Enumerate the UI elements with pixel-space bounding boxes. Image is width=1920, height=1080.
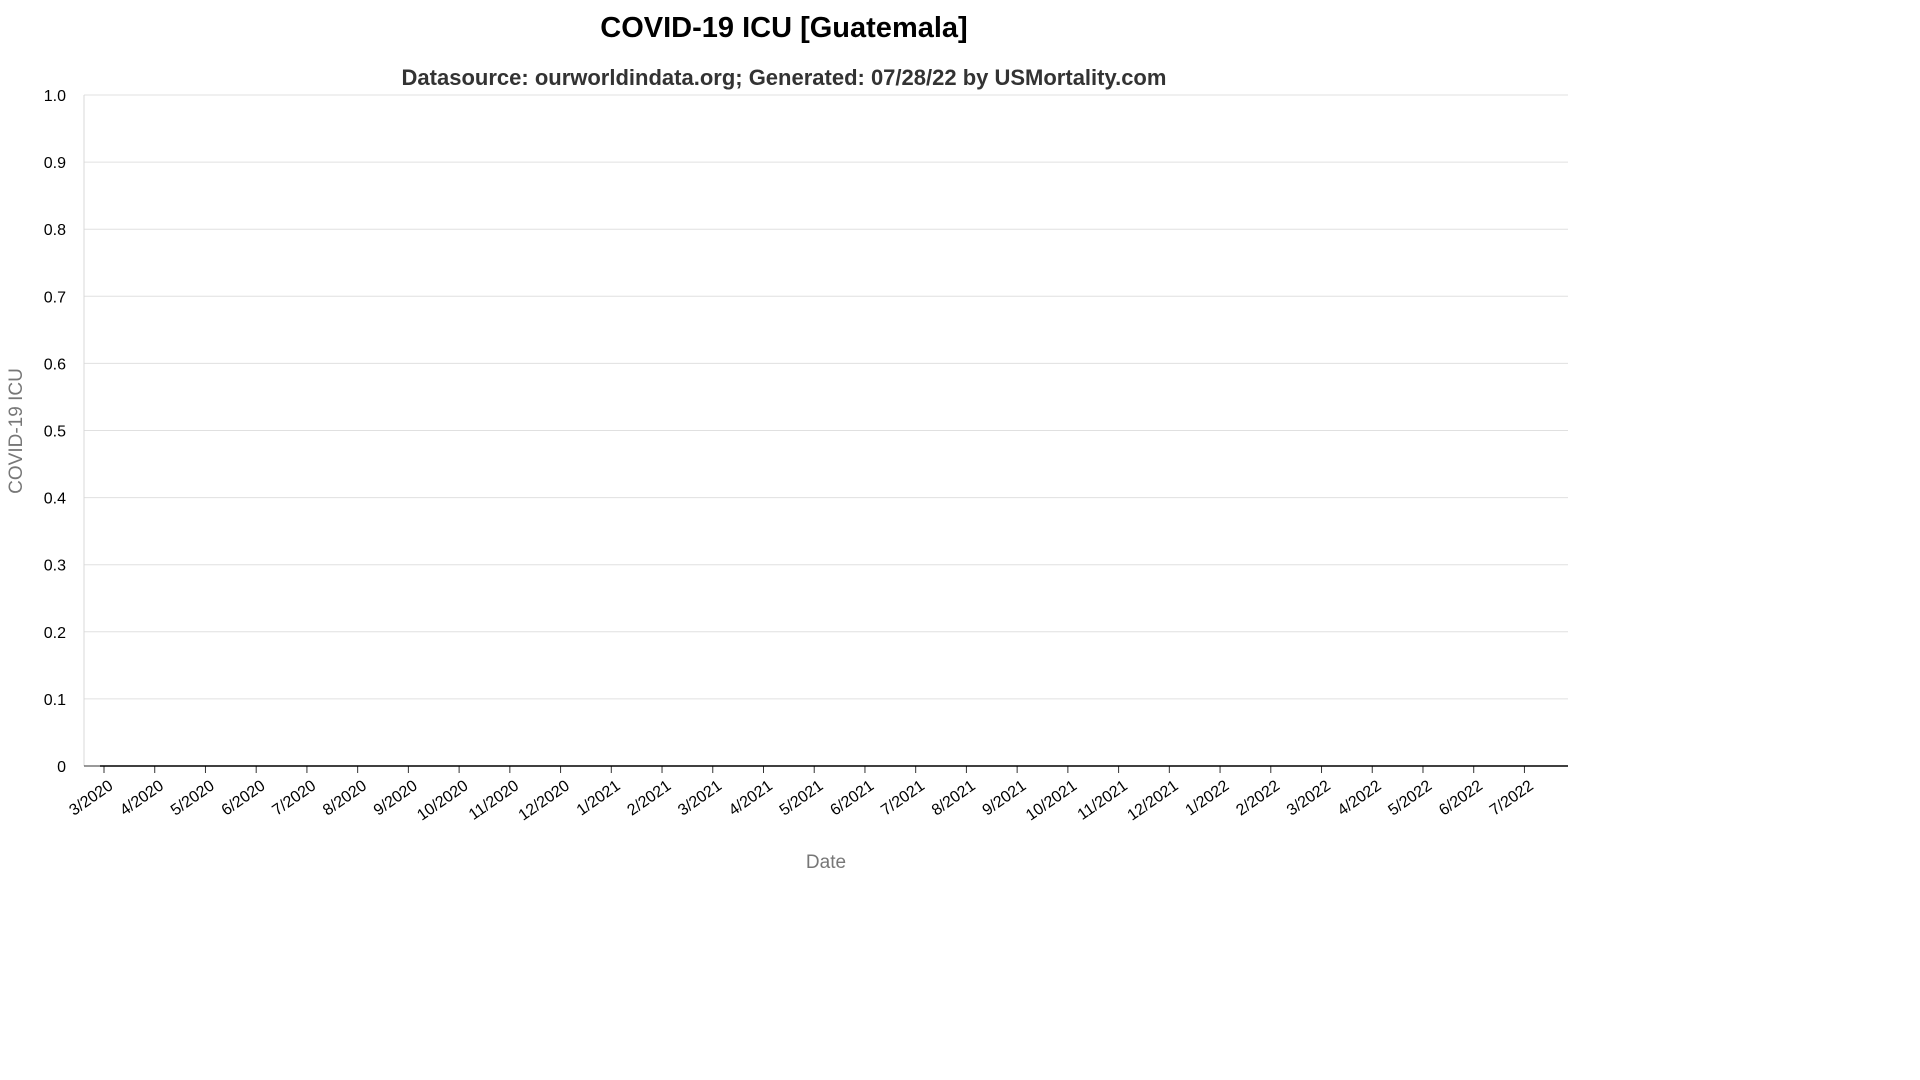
x-tick-label: 11/2020	[466, 777, 522, 823]
x-tick-label: 10/2020	[414, 777, 471, 824]
chart-container: COVID-19 ICU [Guatemala] Datasource: our…	[6, 12, 1568, 873]
y-axis-title: COVID-19 ICU	[6, 368, 27, 494]
x-tick-label: 6/2020	[219, 777, 269, 819]
plot-area: 00.10.20.30.40.50.60.70.80.91.0 3/2020 4/…	[6, 88, 1568, 873]
x-tick-label: 11/2021	[1075, 777, 1131, 823]
x-axis-title: Date	[806, 852, 846, 873]
y-tick-label: 0.2	[44, 625, 66, 642]
x-tick-label: 5/2020	[168, 777, 218, 819]
y-tick-label: 0.6	[44, 356, 66, 373]
x-tick-label: 2/2022	[1233, 777, 1283, 819]
x-tick-label: 7/2020	[269, 777, 319, 819]
y-tick-label: 0.4	[44, 491, 66, 508]
x-tick-label: 1/2022	[1183, 777, 1233, 819]
x-tick-label: 6/2022	[1436, 777, 1486, 819]
x-tick-label: 5/2022	[1385, 777, 1435, 819]
x-tick-label: 4/2022	[1335, 777, 1385, 819]
x-tick-label: 6/2021	[827, 777, 877, 819]
x-tick-label: 4/2021	[726, 777, 776, 819]
x-tick-label: 8/2021	[929, 777, 979, 819]
x-tick-label: 7/2022	[1487, 777, 1537, 819]
y-tick-label: 0.1	[44, 692, 66, 709]
x-tick-label: 10/2021	[1023, 777, 1080, 824]
x-tick-label: 3/2020	[66, 777, 116, 819]
x-tick-label: 9/2021	[980, 777, 1030, 819]
y-tick-label: 0.9	[44, 155, 66, 172]
y-tick-label: 0.8	[44, 222, 66, 239]
x-axis: 3/2020 4/2020 5/2020 6/2020 7/2020 8/2020 9/20…	[66, 765, 1568, 824]
chart-title: COVID-19 ICU [Guatemala]	[600, 12, 968, 44]
x-tick-label: 12/2021	[1124, 777, 1181, 824]
y-axis: 0 0.1 0.2 0.3 0.4 0.5 0.6 0.7 0.8 0.9 1.0	[44, 88, 85, 776]
x-tick-label: 3/2021	[675, 777, 725, 819]
chart-subtitle: Datasource: ourworldindata.org; Generate…	[401, 65, 1167, 90]
y-tick-label: 0.7	[44, 289, 66, 306]
y-tick-label: 0	[57, 759, 66, 776]
x-tick-label: 9/2020	[371, 777, 421, 819]
x-tick-label: 5/2021	[777, 777, 827, 819]
x-tick-label: 12/2020	[516, 777, 573, 824]
y-tick-label: 1.0	[44, 88, 66, 105]
x-tick-label: 3/2022	[1284, 777, 1334, 819]
gridlines	[84, 94, 1568, 700]
x-tick-label: 2/2021	[624, 777, 674, 819]
x-tick-label: 1/2021	[574, 777, 624, 819]
y-tick-label: 0.5	[44, 424, 66, 441]
x-tick-label: 4/2020	[117, 777, 167, 819]
y-tick-label: 0.3	[44, 558, 66, 575]
x-tick-label: 7/2021	[878, 777, 928, 819]
x-tick-label: 8/2020	[320, 777, 370, 819]
